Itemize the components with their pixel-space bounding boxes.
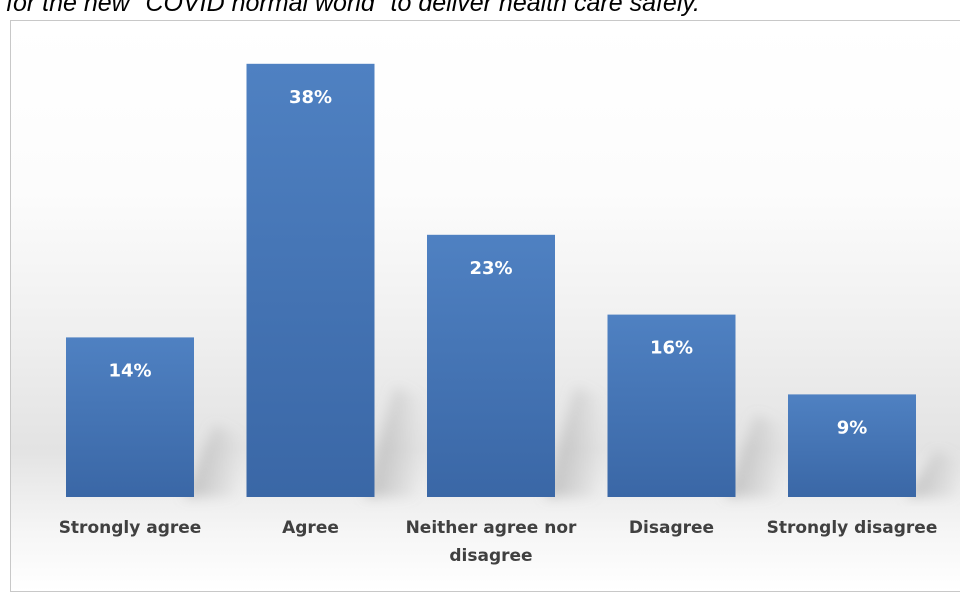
bar-shadow — [545, 387, 603, 497]
bar — [427, 234, 555, 498]
category-label: Strongly agree — [59, 518, 202, 538]
category-label: Neither agree nor — [406, 518, 577, 538]
data-label: 9% — [837, 417, 868, 438]
data-label: 38% — [289, 87, 332, 108]
chart-caption: for the new "COVID normal world" to deli… — [6, 0, 700, 17]
bar-shadow — [184, 425, 242, 497]
bar-shadow — [906, 450, 960, 497]
data-label: 16% — [650, 338, 693, 359]
bar — [66, 337, 194, 497]
bar-shadow — [725, 414, 784, 497]
bar — [788, 394, 916, 497]
category-label: Strongly disagree — [767, 518, 938, 538]
category-label: Agree — [282, 518, 339, 538]
category-labels-group: Strongly agree Agree Neither agree nor disa… — [59, 518, 938, 566]
bars-group — [66, 63, 916, 498]
bar-shadow — [364, 387, 423, 497]
data-label: 23% — [469, 258, 512, 279]
bar-chart: 14% 38% 23% 16% 9% Strongly agree Agree Neithe… — [59, 63, 960, 566]
category-label: disagree — [449, 546, 532, 566]
data-labels-group: 14% 38% 23% 16% 9% — [108, 87, 867, 439]
bar — [246, 63, 375, 498]
category-label: Disagree — [629, 518, 714, 538]
data-label: 14% — [108, 360, 151, 381]
bar-shadows — [184, 387, 960, 497]
bar — [607, 314, 736, 497]
